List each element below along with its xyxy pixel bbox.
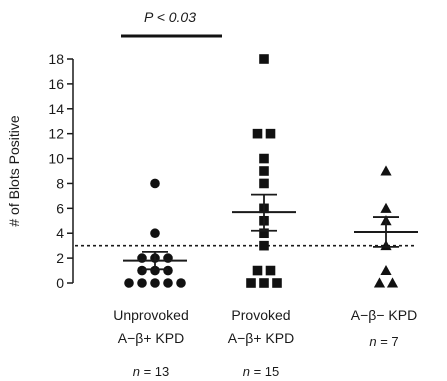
y-tick-label: 6 xyxy=(56,200,64,216)
y-tick-label: 2 xyxy=(56,250,64,266)
group-label-line1: Provoked xyxy=(231,307,290,323)
data-groups xyxy=(123,54,418,288)
y-tick-label: 10 xyxy=(48,151,64,167)
data-point-square xyxy=(259,278,269,288)
significance-annotation: P < 0.03 xyxy=(121,9,222,38)
data-point-square xyxy=(246,278,256,288)
group-label-line2: A−β+ KPD xyxy=(118,330,184,346)
data-point-square xyxy=(252,265,263,276)
group-label-line1: Unprovoked xyxy=(113,307,189,323)
data-point-square xyxy=(259,153,269,164)
y-tick-label: 12 xyxy=(48,126,64,142)
y-tick-label: 8 xyxy=(56,175,64,191)
data-point-triangle xyxy=(380,264,392,276)
data-point-circle xyxy=(124,278,134,288)
data-point-circle xyxy=(150,265,160,276)
group-labels: Unprovoked A−β+ KPD n = 13 Provoked A−β+ KPD… xyxy=(113,307,417,379)
data-point-square xyxy=(259,54,269,64)
data-point-circle xyxy=(137,278,147,288)
group-label-line1: A−β− KPD xyxy=(351,307,417,323)
data-point-square xyxy=(259,178,269,189)
data-point-circle xyxy=(176,278,186,288)
group-1 xyxy=(232,54,296,288)
data-point-square xyxy=(259,228,269,239)
data-point-square xyxy=(252,128,263,139)
data-point-circle xyxy=(163,265,173,276)
data-point-square xyxy=(272,278,282,288)
data-point-triangle xyxy=(380,165,392,176)
data-point-triangle xyxy=(386,277,399,288)
y-axis: 0 2 4 6 8 10 12 14 16 18 # of Blots Positive xyxy=(6,51,74,291)
y-axis-title: # of Blots Positive xyxy=(6,115,22,226)
data-point-circle xyxy=(163,278,173,288)
data-point-circle xyxy=(150,178,160,189)
y-tick-label: 0 xyxy=(56,275,64,291)
y-tick-label: 4 xyxy=(56,225,64,241)
data-point-circle xyxy=(137,265,147,276)
significance-label: P < 0.03 xyxy=(144,9,196,25)
data-point-circle xyxy=(150,278,160,288)
group-n-label: n = 7 xyxy=(369,334,398,349)
data-point-square xyxy=(265,265,276,276)
group-label-line2: A−β+ KPD xyxy=(228,330,294,346)
y-tick-label: 14 xyxy=(48,101,64,117)
group-n-label: n = 15 xyxy=(243,364,280,379)
data-point-triangle xyxy=(373,277,386,288)
data-point-square xyxy=(265,128,276,139)
data-point-triangle xyxy=(380,202,392,213)
data-point-circle xyxy=(150,228,160,239)
group-2 xyxy=(354,165,418,288)
y-tick-label: 16 xyxy=(48,76,64,92)
data-point-square xyxy=(259,166,269,176)
y-tick-label: 18 xyxy=(48,51,64,67)
group-0 xyxy=(123,178,187,288)
data-point-square xyxy=(259,240,269,251)
group-n-label: n = 13 xyxy=(133,364,170,379)
